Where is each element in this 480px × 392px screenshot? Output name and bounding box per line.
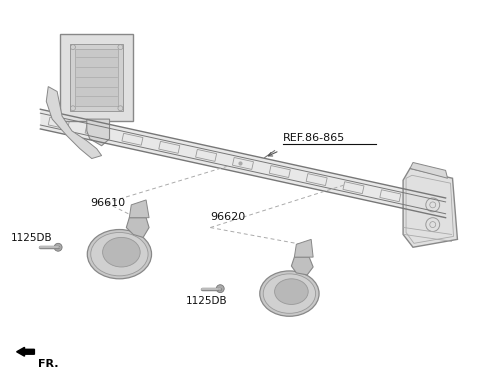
Polygon shape — [70, 44, 123, 111]
Ellipse shape — [275, 279, 308, 305]
Text: REF.86-865: REF.86-865 — [283, 133, 345, 143]
Text: 1125DB: 1125DB — [186, 296, 227, 307]
Text: 96620: 96620 — [210, 212, 246, 221]
Polygon shape — [291, 257, 313, 275]
Circle shape — [54, 243, 62, 251]
Polygon shape — [40, 109, 445, 218]
Polygon shape — [87, 119, 109, 146]
Circle shape — [216, 285, 224, 292]
Text: 1125DB: 1125DB — [11, 233, 52, 243]
Text: 96610: 96610 — [90, 198, 125, 208]
Polygon shape — [126, 218, 149, 238]
Polygon shape — [410, 162, 447, 178]
Polygon shape — [75, 49, 119, 106]
Ellipse shape — [91, 232, 148, 276]
Ellipse shape — [260, 271, 319, 316]
Polygon shape — [60, 34, 133, 121]
Text: FR.: FR. — [38, 359, 59, 368]
FancyArrow shape — [17, 347, 35, 356]
Polygon shape — [403, 169, 457, 247]
Polygon shape — [129, 200, 149, 218]
Ellipse shape — [263, 274, 316, 313]
Ellipse shape — [87, 230, 152, 279]
Ellipse shape — [103, 238, 140, 267]
Polygon shape — [294, 240, 313, 257]
Polygon shape — [46, 87, 102, 158]
